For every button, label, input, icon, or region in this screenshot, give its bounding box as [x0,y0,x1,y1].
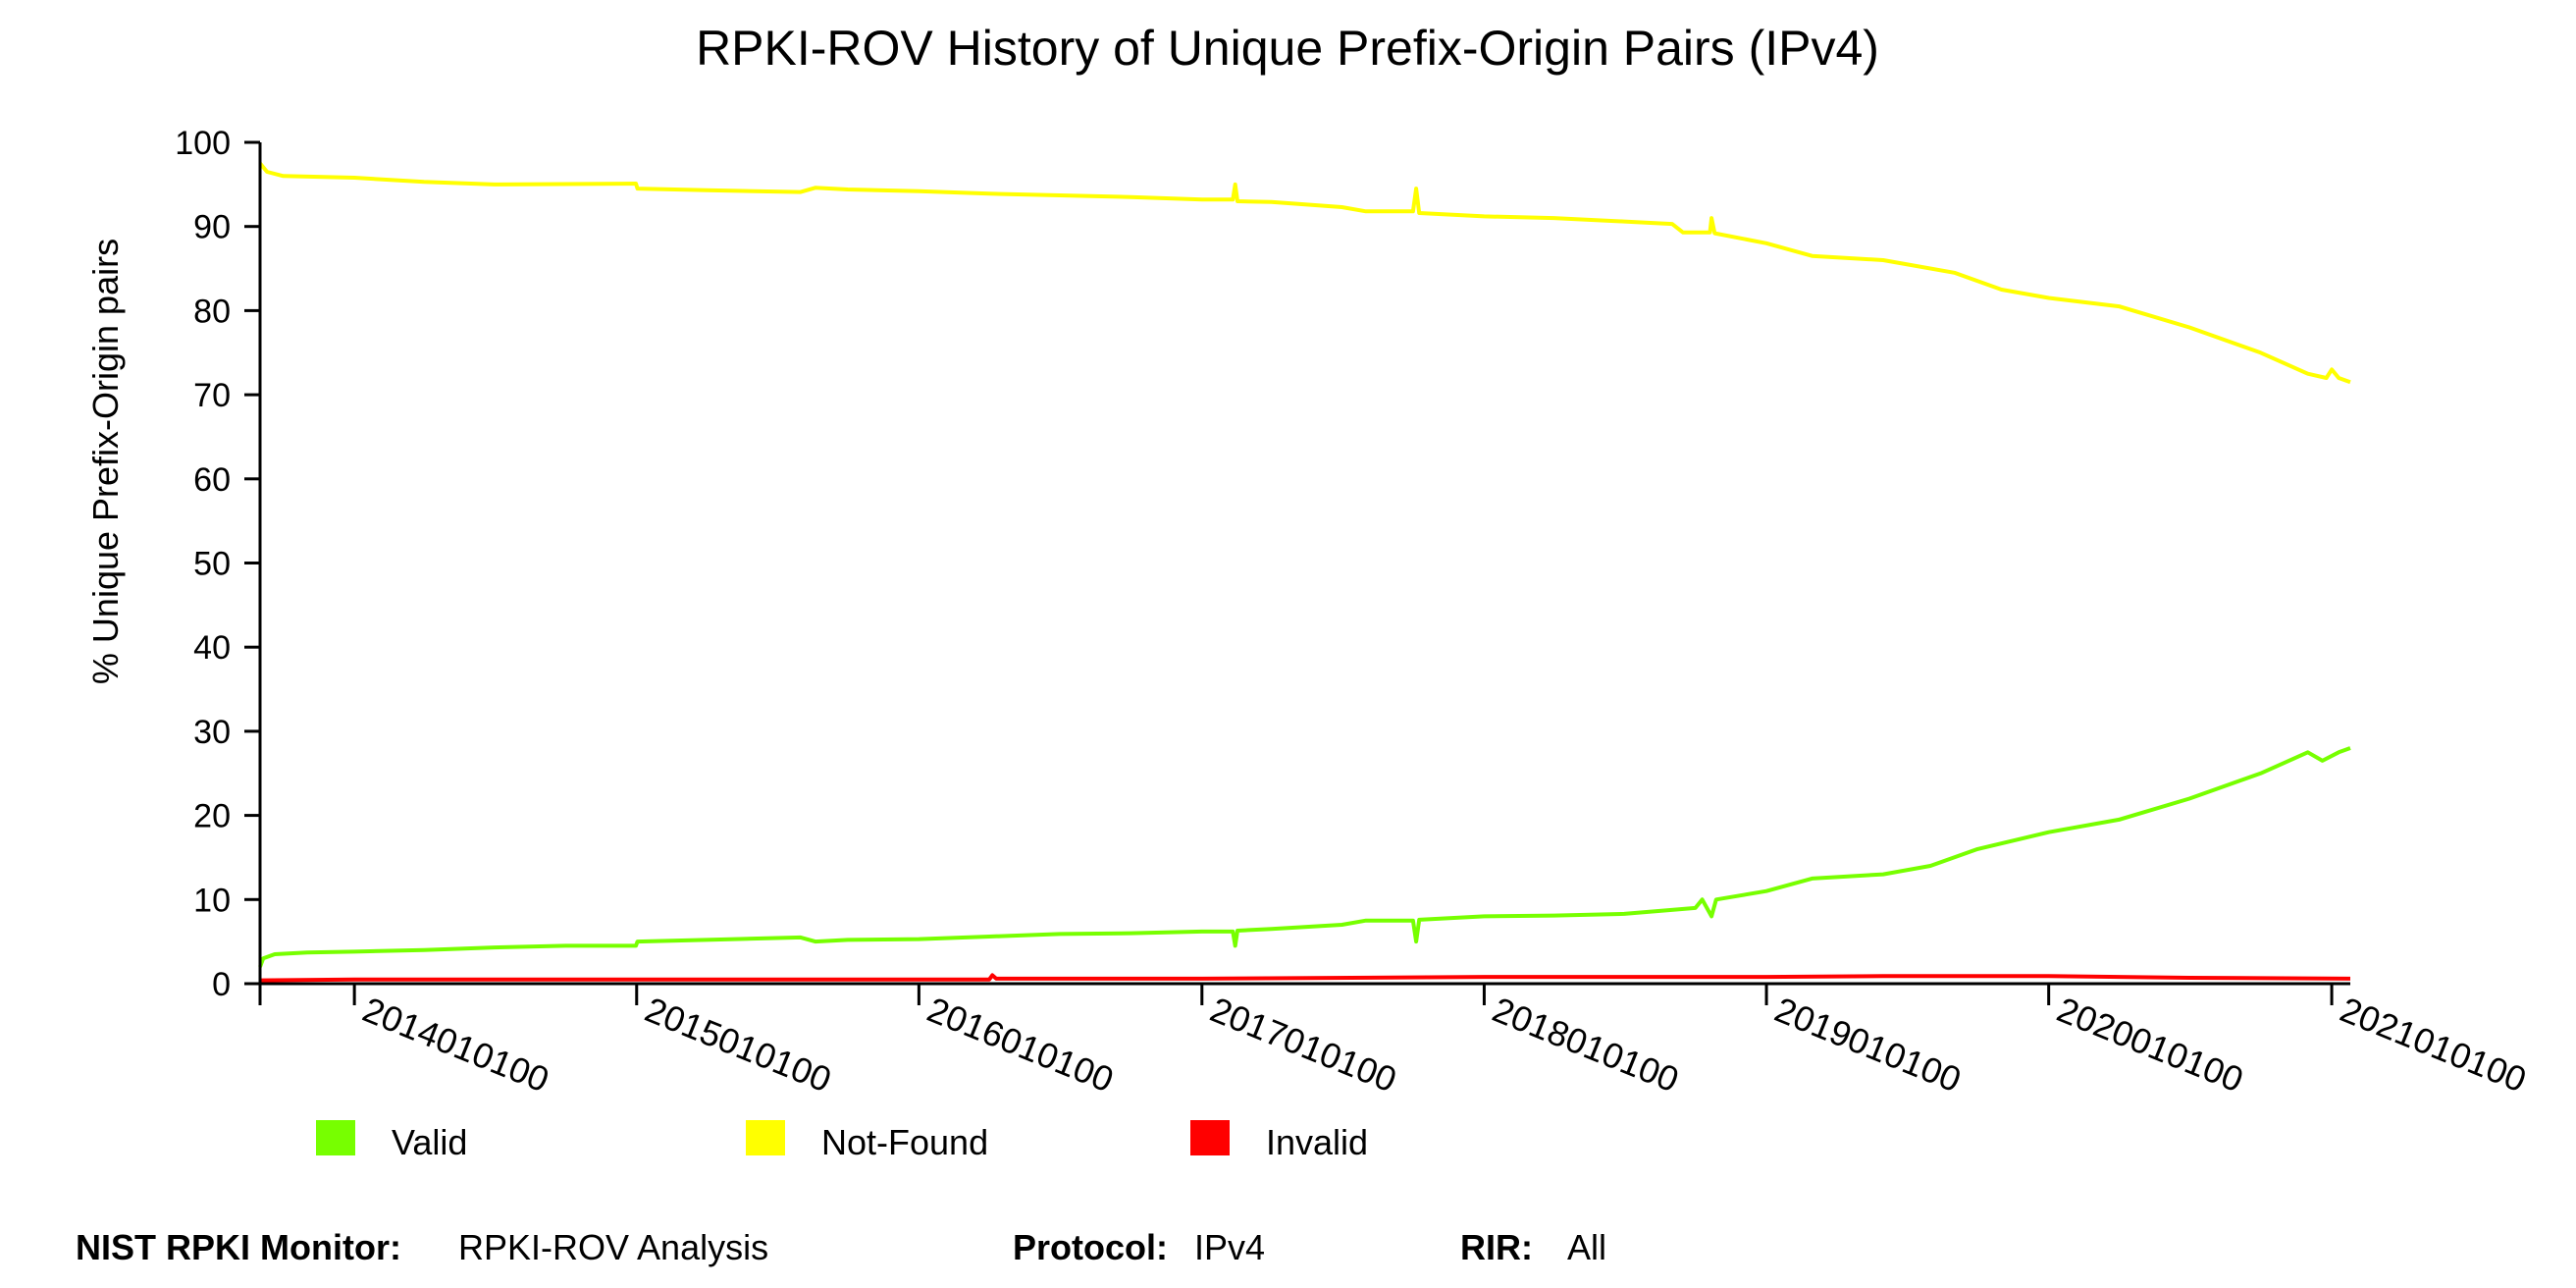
footer-monitor-value: RPKI-ROV Analysis [458,1227,768,1268]
footer-rir-value: All [1567,1227,1606,1268]
monitor-label: NIST RPKI Monitor: [76,1227,401,1267]
series-line-valid [258,746,2351,968]
chart-title: RPKI-ROV History of Unique Prefix-Origin… [696,21,1879,76]
y-tick-label: 100 [175,125,231,162]
y-tick-label: 70 [193,377,231,414]
y-tick-label: 50 [193,546,231,583]
y-tick-label: 60 [193,461,231,499]
footer-monitor: NIST RPKI Monitor: [76,1227,401,1268]
y-tick-label: 0 [212,966,231,1003]
x-tick-label: 2014010100 [357,989,554,1100]
footer-rir: RIR: [1460,1227,1533,1268]
y-axis-label: % Unique Prefix-Origin pairs [85,239,126,684]
legend-swatch-invalid [1190,1120,1230,1155]
legend-label-valid: Valid [392,1122,467,1162]
x-tick-label: 2021010100 [2335,989,2532,1100]
y-tick-label: 80 [193,293,231,330]
legend-swatch-not-found [746,1120,785,1155]
y-tick-label: 90 [193,209,231,246]
monitor-value: RPKI-ROV Analysis [458,1227,769,1267]
rir-label: RIR: [1460,1227,1533,1267]
protocol-value: IPv4 [1194,1227,1266,1267]
legend: Valid Not-Found Invalid [316,1120,1368,1162]
x-tick-label: 2015010100 [640,989,837,1100]
x-tick-label: 2019010100 [1769,989,1967,1100]
legend-swatch-valid [316,1120,355,1155]
x-tick-label: 2016010100 [921,989,1119,1100]
y-tick-label: 30 [193,714,231,751]
plot-lines [258,162,2351,983]
x-tick-label: 2018010100 [1487,989,1684,1100]
protocol-label: Protocol: [1013,1227,1168,1267]
series-line-not-found [258,162,2351,385]
y-tick-label: 10 [193,882,231,919]
x-tick-label: 2020010100 [2052,989,2249,1100]
footer-protocol-value: IPv4 [1194,1227,1265,1268]
y-tick-label: 20 [193,798,231,835]
x-tick-label: 2017010100 [1205,989,1402,1100]
series-line-invalid [259,973,2351,983]
axes: 0 10 20 30 40 50 60 70 80 90 100 2014010100 20150101… [175,125,2532,1100]
legend-label-not-found: Not-Found [821,1122,988,1162]
footer-protocol: Protocol: [1013,1227,1168,1268]
legend-label-invalid: Invalid [1266,1122,1368,1162]
y-tick-label: 40 [193,629,231,667]
rir-value: All [1567,1227,1607,1267]
rov-history-chart: RPKI-ROV History of Unique Prefix-Origin… [85,21,2532,1162]
